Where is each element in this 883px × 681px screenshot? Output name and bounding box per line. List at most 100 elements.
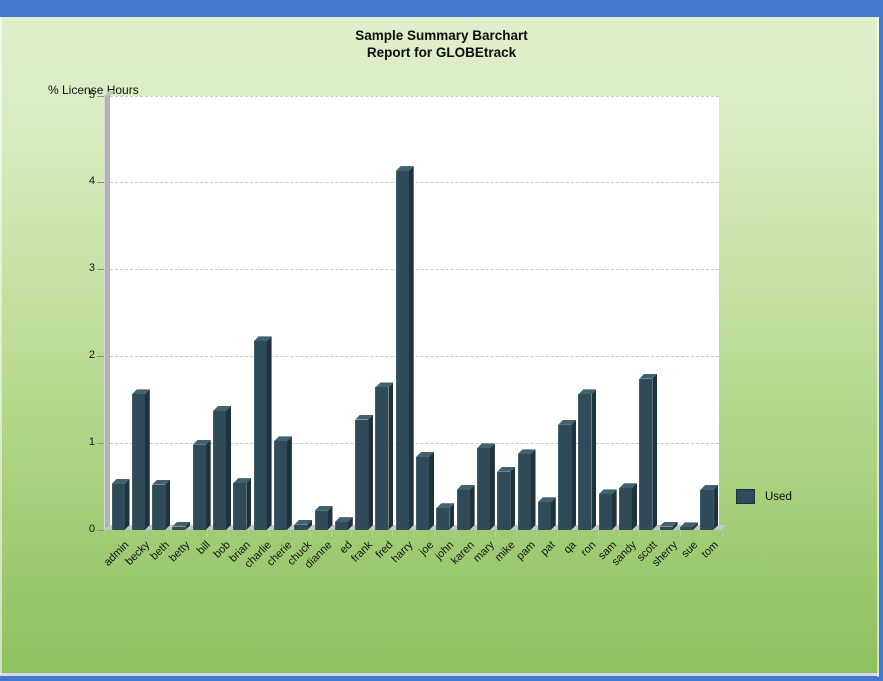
y-tick-label-3: 3	[88, 262, 95, 275]
bar-front-face	[314, 510, 328, 530]
x-axis-tick	[433, 531, 435, 537]
x-axis-tick	[371, 531, 373, 537]
bar-top-face	[639, 374, 657, 379]
bar-sam	[598, 489, 617, 530]
bar-sue	[679, 522, 698, 530]
x-axis-tick	[577, 531, 579, 537]
bar-side-face	[388, 382, 393, 530]
bar-top-face	[112, 479, 130, 484]
bar-front-face	[253, 341, 267, 530]
bar-side-face	[348, 517, 353, 530]
bar-side-face	[125, 479, 130, 530]
bar-side-face	[571, 420, 576, 530]
bar-front-face	[416, 457, 429, 530]
x-category-label-harry: harry	[389, 539, 416, 566]
legend-label-used: Used	[765, 490, 792, 503]
bar-side-face	[267, 336, 272, 530]
bar-bill	[192, 440, 211, 530]
bar-side-face	[551, 497, 556, 530]
bar-scott	[639, 374, 657, 530]
bar-top-face	[497, 467, 515, 472]
gridline-1	[110, 443, 719, 445]
bar-chuck	[294, 520, 312, 530]
bar-front-face	[436, 508, 450, 530]
bar-side-face	[429, 452, 434, 530]
x-axis-tick	[598, 531, 600, 537]
x-axis-tick	[618, 531, 620, 537]
y-axis-tick-2	[97, 356, 104, 358]
x-axis-tick	[125, 531, 127, 537]
bar-top-face	[355, 415, 373, 420]
bar-bob	[213, 406, 231, 530]
bar-pat	[537, 497, 556, 530]
legend-swatch-used	[736, 489, 755, 504]
plot-floor	[104, 525, 726, 530]
bar-front-face	[456, 490, 470, 530]
bar-top-face	[700, 485, 718, 490]
bar-admin	[111, 479, 130, 530]
bar-top-face	[233, 478, 251, 483]
x-category-label-pat: pat	[538, 539, 558, 559]
x-category-label-joe: joe	[417, 539, 437, 558]
bar-top-face	[578, 389, 596, 394]
chart-title: Sample Summary Barchart Report for GLOBE…	[0, 27, 883, 61]
bar-side-face	[652, 374, 657, 530]
bar-side-face	[226, 406, 231, 530]
bar-top-face	[315, 506, 333, 511]
x-category-label-bill: bill	[194, 539, 213, 557]
bar-side-face	[246, 478, 251, 530]
bar-dianne	[314, 506, 333, 530]
x-axis-tick	[659, 531, 661, 537]
x-axis-tick	[680, 531, 682, 537]
bar-side-face	[206, 440, 211, 530]
window-right-edge-highlight	[877, 17, 879, 677]
bar-front-face	[273, 441, 287, 530]
bar-front-face	[213, 410, 226, 530]
bar-frank	[355, 415, 373, 530]
bar-mary	[476, 443, 495, 530]
bar-side-face	[287, 436, 292, 530]
bar-front-face	[497, 471, 511, 530]
bar-side-face	[165, 480, 170, 530]
x-axis-tick	[227, 531, 229, 537]
bar-front-face	[233, 483, 247, 530]
bar-front-face	[659, 526, 673, 530]
bar-side-face	[632, 483, 637, 530]
y-axis-tick-0	[97, 530, 104, 531]
bar-side-face	[490, 443, 495, 530]
gridline-5	[110, 95, 719, 97]
bar-side-face	[591, 389, 596, 530]
bar-mike	[497, 467, 515, 530]
x-axis-tick	[248, 531, 250, 537]
bar-betty	[172, 522, 190, 530]
bar-front-face	[334, 522, 348, 530]
bar-brian	[233, 478, 251, 530]
y-tick-label-2: 2	[88, 349, 95, 362]
bar-front-face	[111, 483, 125, 530]
x-axis-tick	[104, 531, 106, 537]
x-axis-tick	[454, 531, 456, 537]
bar-top-face	[416, 452, 434, 457]
bar-joe	[416, 452, 434, 530]
bar-top-face	[396, 166, 414, 171]
bar-becky	[131, 389, 150, 530]
bar-tom	[700, 485, 718, 530]
bar-top-face	[152, 480, 170, 485]
x-axis-tick	[351, 531, 353, 537]
window-right-border	[879, 17, 883, 681]
bar-front-face	[679, 527, 693, 530]
bar-front-face	[619, 488, 632, 530]
bar-qa	[558, 420, 576, 530]
bar-front-face	[131, 394, 145, 530]
bar-top-face	[294, 520, 312, 525]
bar-top-face	[477, 443, 495, 448]
x-category-label-qa: qa	[561, 539, 579, 557]
window-top-bar	[0, 0, 883, 17]
bar-top-face	[132, 389, 150, 394]
bar-top-face	[335, 517, 353, 522]
x-axis-tick	[515, 531, 517, 537]
bar-ed	[334, 517, 353, 530]
bar-side-face	[368, 415, 373, 530]
legend: Used	[736, 489, 792, 504]
bar-pam	[517, 449, 536, 530]
